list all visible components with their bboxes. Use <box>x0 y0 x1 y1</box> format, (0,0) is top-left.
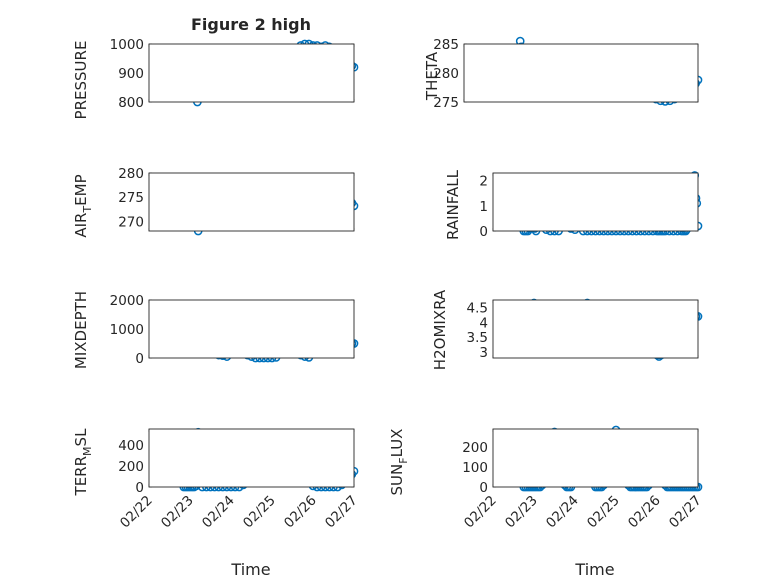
y-tick-label: 200 <box>462 440 488 456</box>
y-tick-label: 1000 <box>110 37 144 53</box>
y-axis-label: PRESSURE <box>72 41 90 120</box>
y-axis-label: AIRTEMP <box>72 174 94 237</box>
subplot-terr-msl: TERRMSL 0 200 400 <box>72 427 359 497</box>
x-tick-labels-left: 02/22 02/23 02/24 02/25 02/26 02/27 <box>117 493 361 532</box>
x-axis-label-right: Time <box>574 560 614 579</box>
subplot-mixdepth: MIXDEPTH 0 1000 2000 <box>72 291 359 369</box>
y-tick-label: 1 <box>479 199 488 215</box>
x-tick-label: 02/25 <box>240 493 279 532</box>
y-axis-label: TERRMSL <box>72 428 94 497</box>
y-tick-label: 280 <box>118 166 144 182</box>
axes-frame <box>492 172 699 232</box>
x-tick-labels-right: 02/22 02/23 02/24 02/25 02/26 02/27 <box>461 493 705 532</box>
x-tick-label: 02/26 <box>281 493 320 532</box>
axes-frame <box>463 43 699 103</box>
y-tick-label: 200 <box>118 459 144 475</box>
y-tick-label: 3 <box>479 345 488 361</box>
x-tick-label: 02/23 <box>502 493 541 532</box>
subplot-sun-flux: SUNFLUX 0 100 200 <box>388 425 703 496</box>
y-axis-label: H2OMIXRA <box>431 289 449 370</box>
y-tick-label: 4.5 <box>467 300 488 316</box>
y-tick-label: 3.5 <box>467 330 488 346</box>
axes-frame <box>148 172 355 232</box>
y-tick-label: 0 <box>135 480 144 496</box>
y-tick-label: 400 <box>118 438 144 454</box>
y-tick-label: 1000 <box>110 322 144 338</box>
axes-frame <box>492 299 699 359</box>
x-tick-label: 02/26 <box>625 493 664 532</box>
x-tick-label: 02/22 <box>461 493 500 532</box>
axes-frame <box>148 428 355 488</box>
y-tick-label: 275 <box>433 95 459 111</box>
y-tick-label: 0 <box>479 224 488 240</box>
y-tick-label: 2 <box>479 174 488 190</box>
y-tick-label: 0 <box>135 351 144 367</box>
x-tick-label: 02/23 <box>158 493 197 532</box>
y-tick-label: 270 <box>118 214 144 230</box>
y-axis-label: RAINFALL <box>444 169 462 240</box>
y-tick-label: 4 <box>479 315 488 331</box>
y-tick-label: 2000 <box>110 293 144 309</box>
y-tick-label: 900 <box>118 66 144 82</box>
x-tick-label: 02/24 <box>199 493 238 532</box>
axes-frame <box>148 43 355 103</box>
x-tick-label: 02/24 <box>543 493 582 532</box>
subplot-pressure: PRESSURE 800 900 1000 <box>72 37 359 120</box>
x-tick-label: 02/25 <box>584 493 623 532</box>
y-tick-label: 275 <box>118 190 144 206</box>
subplot-theta: THETA 275 280 285 <box>423 36 703 111</box>
y-axis-label: MIXDEPTH <box>72 291 90 369</box>
y-tick-label: 285 <box>433 37 459 53</box>
y-tick-label: 0 <box>479 480 488 496</box>
y-axis-label: SUNFLUX <box>388 429 410 496</box>
y-axis-label: THETA <box>423 51 441 101</box>
x-tick-label: 02/22 <box>117 493 156 532</box>
subplot-rainfall: RAINFALL 0 1 2 <box>444 169 703 240</box>
subplot-air-temp: AIRTEMP 270 275 280 <box>72 166 359 238</box>
axes-frame <box>148 299 355 359</box>
x-tick-label: 02/27 <box>666 493 705 532</box>
x-tick-label: 02/27 <box>322 493 361 532</box>
y-tick-label: 100 <box>462 460 488 476</box>
y-tick-label: 280 <box>433 66 459 82</box>
y-tick-label: 800 <box>118 95 144 111</box>
figure-title: Figure 2 high <box>191 15 311 34</box>
x-axis-label-left: Time <box>230 560 270 579</box>
axes-frame <box>492 428 699 488</box>
subplot-h2omixra: H2OMIXRA 33.544.5 <box>431 289 703 370</box>
